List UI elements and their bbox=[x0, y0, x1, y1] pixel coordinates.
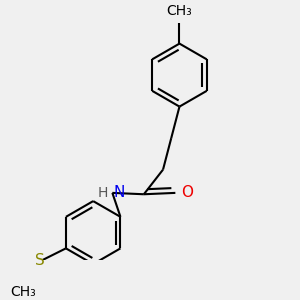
Text: CH₃: CH₃ bbox=[167, 4, 192, 18]
Text: H: H bbox=[98, 186, 108, 200]
Text: S: S bbox=[35, 253, 45, 268]
Text: O: O bbox=[181, 185, 193, 200]
Text: CH₃: CH₃ bbox=[11, 285, 36, 299]
Text: N: N bbox=[114, 185, 125, 200]
